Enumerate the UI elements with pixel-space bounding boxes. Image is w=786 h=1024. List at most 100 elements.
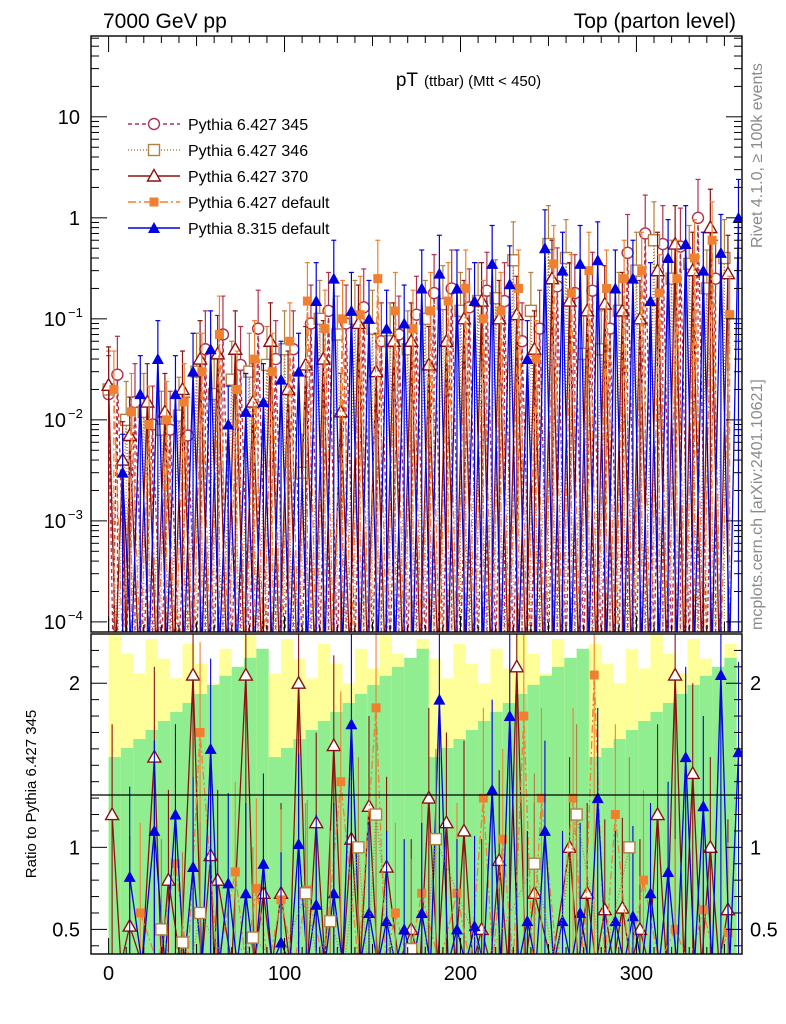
point-p8def-22 <box>503 278 516 290</box>
ratio-point-p8def-10 <box>310 898 323 910</box>
point-p8def-2 <box>151 353 164 365</box>
ratio-point-p8def-33 <box>714 669 727 681</box>
ratio-point-p346-9 <box>429 832 443 846</box>
band-green-7 <box>194 693 208 954</box>
point-p370-24 <box>509 306 525 321</box>
ratio-series-p346 <box>155 724 636 954</box>
point-p8def-13 <box>345 304 358 316</box>
ratio-point-p6def-14 <box>519 711 529 721</box>
band-green-2 <box>133 739 146 954</box>
ratio-y-label-right-2: 2 <box>750 673 761 695</box>
ratio-ylabel: Ratio to Pythia 6.427 345 <box>23 710 40 878</box>
ratio-y-label-left-1: 1 <box>69 837 80 859</box>
ratio-point-p6def-8 <box>371 703 381 713</box>
legend-label-p370: Pythia 6.427 370 <box>188 169 308 186</box>
ratio-point-p370-19 <box>456 823 472 837</box>
header-left: 7000 GeV pp <box>103 10 227 33</box>
plot-title-main: pT <box>396 70 419 91</box>
legend: Pythia 6.427 345 Pythia 6.427 346 Pythia 6… <box>128 117 330 238</box>
band-green-26 <box>428 757 442 954</box>
ratio-point-p8def-31 <box>679 751 692 763</box>
ratio-point-p8def-5 <box>222 877 235 889</box>
y-tick-label-main-0: 10 <box>58 107 80 129</box>
point-p8def-31 <box>662 252 675 264</box>
point-p370-33 <box>667 236 683 250</box>
point-p346-31 <box>647 234 661 247</box>
band-green-47 <box>687 684 700 954</box>
ratio-y-label-right-1: 1 <box>750 837 761 859</box>
ratio-series-layer <box>104 634 742 954</box>
y-tick-label-main-5: 10 <box>44 612 66 634</box>
legend-label-p6def: Pythia 6.427 default <box>188 195 330 212</box>
band-green-27 <box>441 748 454 954</box>
point-p6def-14 <box>355 310 365 320</box>
ratio-point-p8def-13 <box>362 906 375 918</box>
ratio-point-p370-32 <box>702 839 719 854</box>
point-p6def-5 <box>197 367 207 377</box>
point-p6def-22 <box>496 306 506 316</box>
point-p6def-29 <box>619 274 629 284</box>
ratio-point-p346-3 <box>246 931 260 944</box>
point-p6def-28 <box>602 283 612 293</box>
ratio-point-p370-6 <box>209 872 226 886</box>
ratio-point-p370-3 <box>160 872 177 886</box>
point-p6def-20 <box>461 283 471 293</box>
ratio-point-p8def-8 <box>275 936 288 948</box>
point-p6def-4 <box>179 397 189 407</box>
band-green-29 <box>465 730 479 954</box>
point-p6def-27 <box>584 266 594 276</box>
point-p8def-10 <box>292 365 305 377</box>
ratio-point-p6def-12 <box>478 793 488 803</box>
point-p8def-30 <box>644 295 657 307</box>
series-p345 <box>102 178 722 632</box>
y-tick-exp-main-3: −2 <box>68 406 83 421</box>
point-p6def-2 <box>144 419 154 429</box>
point-p8def-25 <box>556 264 569 276</box>
point-p370-15 <box>350 315 367 330</box>
ratio-point-p346-2 <box>193 906 207 920</box>
series-line-p8def <box>122 217 740 632</box>
legend-marker-p370 <box>146 168 162 182</box>
main-series-layer <box>100 178 742 632</box>
legend-item-p6def: Pythia 6.427 default <box>128 195 330 212</box>
point-p6def-19 <box>443 296 453 306</box>
x-tick-label-2: 200 <box>444 963 477 985</box>
ratio-point-p346-5 <box>324 914 337 928</box>
ratio-point-p8def-22 <box>521 915 534 927</box>
point-p8def-20 <box>468 295 481 307</box>
ratio-point-p370-27 <box>614 900 631 914</box>
point-p8def-21 <box>486 257 499 269</box>
ratio-point-p6def-19 <box>638 875 648 885</box>
band-green-10 <box>231 666 245 954</box>
legend-item-p8def: Pythia 8.315 default <box>128 221 330 238</box>
point-p6def-17 <box>408 324 418 334</box>
point-p8def-12 <box>327 272 340 284</box>
point-p8def-32 <box>679 238 692 250</box>
point-p8def-3 <box>169 388 182 400</box>
ratio-point-p370-0 <box>104 806 120 821</box>
point-p370-23 <box>491 310 507 325</box>
ratio-point-p6def-18 <box>610 810 620 820</box>
point-p6def-16 <box>390 306 400 316</box>
y-tick-exp-main-5: −4 <box>68 608 83 623</box>
ratio-point-p8def-24 <box>556 915 569 927</box>
point-p346-35 <box>718 251 731 265</box>
point-p370-21 <box>456 310 472 325</box>
ratio-point-p370-29 <box>649 806 666 821</box>
ratio-series-p8def <box>123 634 742 954</box>
ratio-point-p346-7 <box>369 808 383 821</box>
ratio-point-p346-0 <box>155 923 168 936</box>
point-p6def-35 <box>725 310 735 320</box>
ratio-point-p370-30 <box>667 667 683 681</box>
point-p370-10 <box>262 333 279 347</box>
ratio-point-p346-10 <box>528 857 541 870</box>
ratio-point-p8def-17 <box>433 693 446 705</box>
point-p370-34 <box>685 262 701 277</box>
band-green-6 <box>182 702 195 954</box>
point-p6def-8 <box>250 354 260 364</box>
point-p6def-34 <box>707 235 717 245</box>
y-tick-label-main-4: 10 <box>44 511 66 533</box>
band-green-12 <box>256 648 269 954</box>
point-p8def-18 <box>433 267 446 279</box>
point-p8def-19 <box>450 282 463 294</box>
